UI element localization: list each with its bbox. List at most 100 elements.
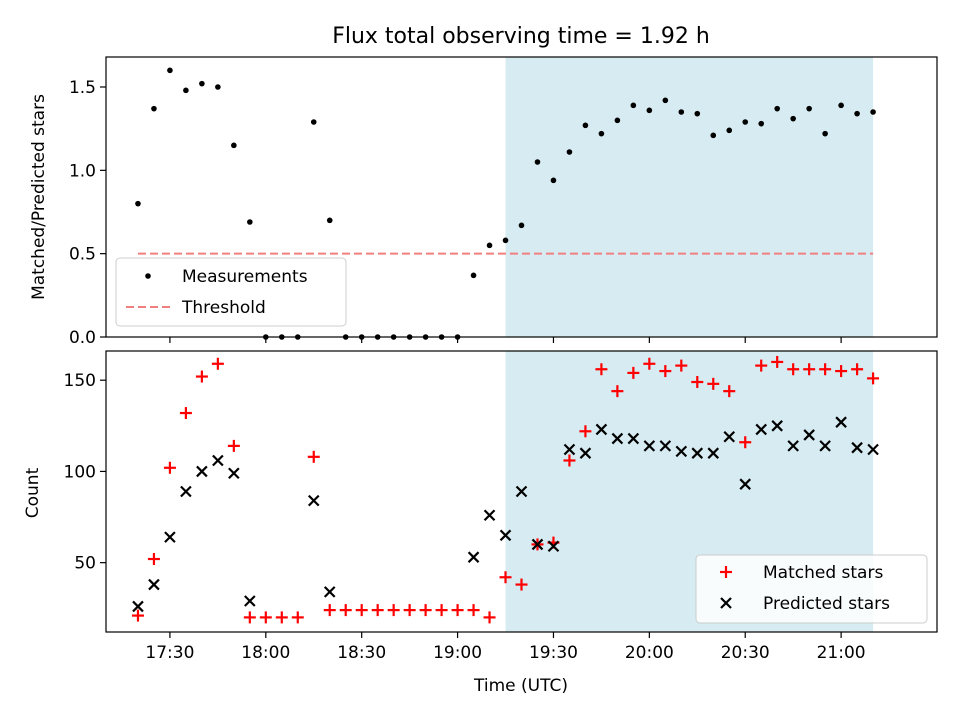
matched-star-point bbox=[771, 355, 784, 368]
measurement-point bbox=[326, 217, 333, 224]
matched-star-point bbox=[483, 611, 496, 624]
predicted-star-point bbox=[563, 443, 576, 456]
bottom-y-axis: 50 100 150 bbox=[64, 371, 106, 574]
measurement-point bbox=[534, 159, 541, 165]
bottom-y-axis-label: Count bbox=[23, 467, 43, 518]
matched-star-point bbox=[451, 604, 464, 617]
predicted-star-point bbox=[771, 420, 783, 432]
predicted-star-point bbox=[867, 443, 879, 456]
top-legend-box bbox=[115, 257, 347, 327]
predicted-star-point bbox=[659, 440, 672, 452]
matched-star-point bbox=[611, 385, 624, 398]
matched-star-point bbox=[355, 604, 368, 617]
x-tick-label: 20:30 bbox=[721, 643, 770, 663]
predicted-star-point bbox=[228, 467, 240, 480]
matched-star-point bbox=[211, 357, 224, 370]
predicted-star-point bbox=[499, 529, 512, 542]
measurement-point bbox=[167, 67, 173, 74]
flux-ratio-panel: Flux total observing time = 1.92 h 0.00.… bbox=[29, 24, 938, 348]
predicted-star-point bbox=[819, 440, 831, 452]
x-tick-label: 21:00 bbox=[817, 643, 866, 663]
measurement-point bbox=[870, 109, 876, 115]
legend-predicted-marker bbox=[720, 597, 732, 609]
legend-measurements-label: Measurements bbox=[182, 267, 308, 287]
top-y-tick-label: 0.0 bbox=[69, 328, 96, 348]
matched-star-point bbox=[339, 604, 352, 617]
matched-star-point bbox=[691, 376, 704, 389]
bottom-legend-box bbox=[695, 554, 928, 624]
measurement-point bbox=[630, 102, 637, 109]
measurement-point bbox=[502, 237, 509, 244]
matched-star-point bbox=[467, 604, 480, 617]
measurement-point bbox=[135, 200, 141, 207]
matched-star-point bbox=[851, 363, 864, 376]
chart-title: Flux total observing time = 1.92 h bbox=[332, 24, 710, 49]
matched-star-point bbox=[627, 366, 640, 379]
measurement-point bbox=[694, 110, 701, 117]
matched-star-point bbox=[595, 363, 608, 376]
top-x-ticks bbox=[169, 337, 842, 343]
matched-star-point bbox=[403, 604, 416, 617]
matched-star-point bbox=[723, 385, 736, 398]
matched-star-point bbox=[291, 611, 304, 624]
matched-star-point bbox=[867, 372, 880, 385]
measurement-point bbox=[838, 102, 844, 109]
matched-star-point bbox=[835, 365, 848, 378]
predicted-star-point bbox=[148, 578, 160, 591]
matched-star-point bbox=[387, 604, 400, 617]
matched-star-point bbox=[419, 604, 432, 617]
measurement-point bbox=[854, 110, 860, 117]
legend-matched-label: Matched stars bbox=[763, 563, 883, 583]
predicted-star-point bbox=[467, 551, 480, 563]
predicted-star-point bbox=[323, 586, 336, 598]
measurement-point bbox=[550, 177, 557, 184]
matched-star-point bbox=[371, 604, 384, 617]
predicted-star-point bbox=[787, 440, 799, 452]
predicted-star-point bbox=[803, 429, 815, 441]
predicted-star-point bbox=[547, 540, 560, 553]
matched-star-point bbox=[195, 370, 208, 383]
x-tick-label: 19:00 bbox=[433, 643, 482, 663]
predicted-star-point bbox=[579, 447, 592, 459]
measurement-point bbox=[183, 87, 189, 94]
predicted-star-point bbox=[611, 432, 624, 445]
predicted-star-point bbox=[164, 531, 176, 543]
x-tick-label: 18:00 bbox=[241, 643, 290, 663]
x-tick-label: 17:30 bbox=[145, 643, 194, 663]
legend-matched-marker bbox=[720, 566, 732, 578]
x-axis-label: Time (UTC) bbox=[473, 676, 568, 696]
x-tick-label: 18:30 bbox=[337, 643, 386, 663]
top-y-tick-label: 1.0 bbox=[69, 161, 96, 181]
matched-star-point bbox=[515, 578, 528, 591]
predicted-star-point bbox=[307, 494, 320, 507]
bottom-y-tick-label: 150 bbox=[64, 371, 96, 391]
measurement-point bbox=[774, 105, 780, 112]
measurement-point bbox=[758, 120, 765, 127]
matched-star-point bbox=[259, 611, 272, 624]
measurement-point bbox=[470, 272, 477, 279]
top-legend: Measurements Threshold bbox=[115, 257, 347, 327]
predicted-star-point bbox=[755, 423, 767, 436]
matched-star-point bbox=[131, 609, 144, 622]
bottom-y-tick-label: 100 bbox=[64, 462, 96, 482]
measurement-point bbox=[822, 130, 828, 137]
measurement-point bbox=[598, 130, 605, 137]
matched-star-point bbox=[435, 604, 448, 617]
matched-star-point bbox=[243, 611, 256, 624]
matched-star-point bbox=[307, 450, 320, 463]
legend-measurements-marker bbox=[145, 273, 151, 279]
predicted-star-point bbox=[531, 538, 544, 551]
matched-star-point bbox=[755, 359, 768, 372]
bottom-y-tick-label: 50 bbox=[74, 554, 96, 574]
measurement-point bbox=[215, 84, 221, 90]
matched-star-point bbox=[707, 377, 720, 390]
matched-star-point bbox=[323, 604, 336, 617]
matched-star-point bbox=[147, 553, 160, 566]
matched-star-point bbox=[179, 407, 192, 420]
predicted-star-point bbox=[835, 416, 847, 428]
star-count-panel: 50 100 150 17:30 18:00 18:30 19:00 19:30 20:00 2… bbox=[23, 350, 938, 696]
measurement-point bbox=[310, 119, 317, 125]
measurement-point bbox=[566, 149, 573, 155]
matched-star-point bbox=[787, 363, 800, 376]
